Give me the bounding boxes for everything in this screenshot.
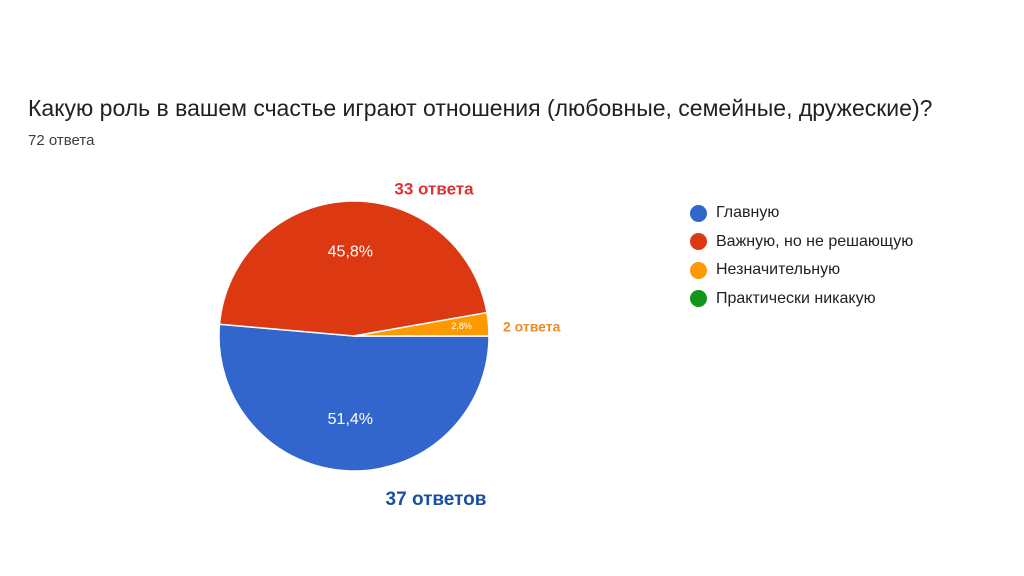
- legend-label: Незначительную: [716, 261, 841, 279]
- legend-label: Главную: [716, 204, 780, 222]
- legend-item-незначительную: Незначительную: [690, 256, 913, 285]
- question-title: Какую роль в вашем счастье играют отноше…: [28, 95, 933, 121]
- response-count: 72 ответа: [28, 132, 95, 149]
- legend-swatch-icon: [690, 290, 707, 308]
- pie-slice-главную: [218, 323, 490, 472]
- pie-percent-label-главную: 51,4%: [328, 411, 373, 428]
- legend-swatch-icon: [690, 204, 707, 222]
- pie-slice-незначительную: [353, 311, 490, 337]
- legend-swatch-icon: [690, 233, 707, 251]
- pie-percent-label-незначительную: 2,8%: [451, 321, 472, 331]
- legend-label: Практически никакую: [716, 289, 876, 307]
- legend-label: Важную, но не решающую: [716, 232, 914, 250]
- pie-slice-важную-но-не-решающую: [218, 200, 488, 337]
- pie-count-label-важную-но-не-решающую: 33 ответа: [394, 179, 474, 198]
- legend-item-главную: Главную: [690, 199, 913, 228]
- legend-item-практически-никакую: Практически никакую: [690, 285, 913, 314]
- legend-swatch-icon: [690, 261, 707, 279]
- pie-percent-label-важную-но-не-решающую: 45,8%: [328, 244, 373, 261]
- legend-item-важную-но-не-решающую: Важную, но не решающую: [690, 228, 913, 257]
- pie-count-label-незначительную: 2 ответа: [503, 319, 561, 335]
- pie-count-label-главную: 37 ответов: [386, 489, 487, 510]
- chart-legend: Главную Важную, но не решающую Незначитель…: [690, 199, 913, 313]
